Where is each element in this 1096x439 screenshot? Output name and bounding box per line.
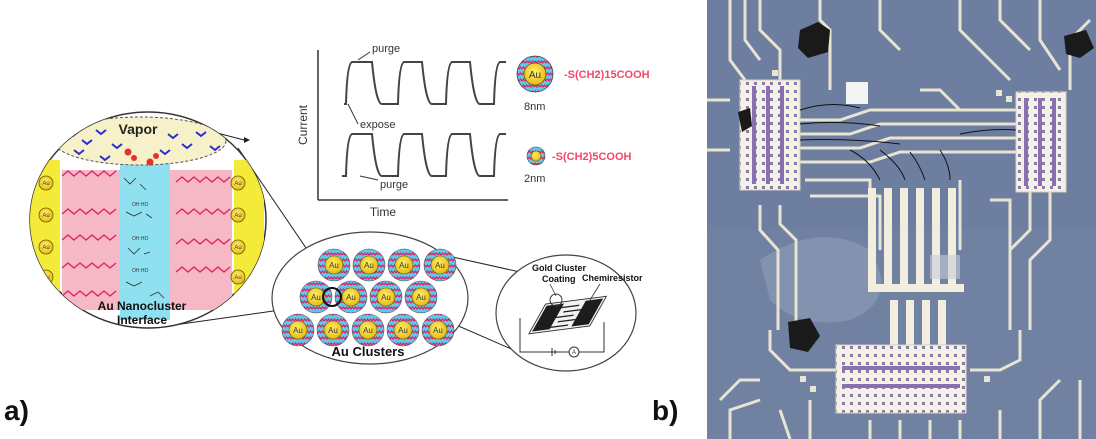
adsorbed-molecules bbox=[124, 148, 159, 166]
chip-epoxy-blobs bbox=[738, 22, 1094, 352]
gold-cluster-label-line2: Coating bbox=[542, 274, 576, 284]
svg-text:OH HO: OH HO bbox=[132, 236, 149, 242]
panel-a-label: a) bbox=[4, 395, 29, 426]
chip-pad-bottom bbox=[835, 344, 967, 414]
x-axis-label: Time bbox=[370, 205, 397, 219]
ligand-long-formula: -S(CH2)15COOH bbox=[564, 69, 650, 81]
au-cluster-core bbox=[358, 320, 378, 340]
ligand-legend-short: -S(CH2)5COOH 2nm bbox=[524, 146, 632, 185]
au-clusters-ellipse: Au Au Au Au Au Au Au Au Au Au Au Au Au Au Clusters bbox=[271, 231, 469, 365]
response-curve-bottom bbox=[342, 133, 506, 177]
au-label: Au bbox=[42, 181, 49, 187]
au-cluster-label: Au bbox=[399, 261, 409, 270]
circuit-wire bbox=[519, 318, 605, 353]
au-label: Au bbox=[234, 181, 241, 187]
ligand-chains bbox=[61, 170, 231, 297]
au-cluster-core bbox=[324, 255, 344, 275]
au-cluster-label: Au bbox=[346, 293, 356, 302]
au-cluster-core bbox=[430, 255, 450, 275]
au-label: Au bbox=[234, 275, 241, 281]
au-cluster-core bbox=[428, 320, 448, 340]
response-curve-top bbox=[344, 61, 506, 105]
au-cluster-label: Au bbox=[364, 261, 374, 270]
legend-au-label: Au bbox=[529, 70, 541, 81]
au-cluster-core bbox=[411, 287, 431, 307]
au-cluster-core bbox=[306, 287, 326, 307]
cluster-highlight-ring bbox=[322, 287, 342, 307]
chemiresistor-ellipse: A Gold Cluster Coating Chemiresistor bbox=[495, 254, 643, 372]
chip-vias bbox=[772, 70, 1012, 392]
chip-pad-left bbox=[739, 79, 801, 191]
pink-ligand-region-left bbox=[62, 170, 120, 310]
annotation-purge-bottom: purge bbox=[380, 179, 408, 191]
au-cluster-core bbox=[288, 320, 308, 340]
chip-test-square bbox=[846, 82, 868, 104]
au-label: Au bbox=[42, 213, 49, 219]
au-cluster-label: Au bbox=[293, 326, 303, 335]
vapor-molecules bbox=[67, 129, 221, 162]
au-cluster-core bbox=[359, 255, 379, 275]
au-cluster-label: Au bbox=[329, 261, 339, 270]
au-cluster-core bbox=[323, 320, 343, 340]
panel-b-label: b) bbox=[652, 395, 678, 426]
au-cluster-label: Au bbox=[416, 293, 426, 302]
au-cluster-grid: Au Au Au Au Au Au Au Au Au Au Au Au Au bbox=[281, 248, 457, 347]
au-cluster-label: Au bbox=[311, 293, 321, 302]
chip-comb-electrodes bbox=[868, 188, 964, 360]
au-label: Au bbox=[234, 245, 241, 251]
interface-label-line1: Au Nanocluster bbox=[98, 299, 187, 313]
nanocluster-interface-circle: OH HO OH HO OH HO bbox=[29, 111, 267, 329]
annotation-expose: expose bbox=[360, 119, 395, 131]
acid-headgroups bbox=[123, 177, 165, 299]
chemiresistor-label: Chemiresistor bbox=[582, 273, 643, 283]
chip-traces bbox=[707, 0, 1092, 439]
ligand-short-formula: -S(CH2)5COOH bbox=[552, 151, 632, 163]
au-label: Au bbox=[42, 245, 49, 251]
au-cluster-label: Au bbox=[381, 293, 391, 302]
au-cluster-label: Au bbox=[398, 326, 408, 335]
ammeter-symbol: A bbox=[572, 350, 576, 356]
au-cluster-label: Au bbox=[328, 326, 338, 335]
au-cluster-label: Au bbox=[363, 326, 373, 335]
au-cluster-core bbox=[393, 320, 413, 340]
ligand-legend-long: Au -S(CH2)15COOH 8nm bbox=[516, 55, 650, 113]
ammeter bbox=[568, 346, 580, 358]
y-axis-label: Current bbox=[296, 104, 310, 145]
vapor-label: Vapor bbox=[119, 121, 158, 137]
chip-micrograph bbox=[707, 0, 1096, 439]
ligand-short-size: 2nm bbox=[524, 173, 545, 185]
panel-a: OH HO OH HO OH HO bbox=[4, 43, 650, 426]
interface-label-line2: Interface bbox=[117, 313, 167, 327]
au-cluster-label: Au bbox=[433, 326, 443, 335]
svg-text:OH HO: OH HO bbox=[132, 202, 149, 208]
ligand-long-size: 8nm bbox=[524, 101, 545, 113]
annotation-purge-top: purge bbox=[372, 43, 400, 55]
response-graph: Current Time purge expose purge bbox=[296, 43, 508, 219]
chip-bond-wires bbox=[799, 104, 1017, 181]
gold-cluster-label-line1: Gold Cluster bbox=[532, 263, 587, 273]
chemiresistor-chip bbox=[528, 295, 608, 335]
cyan-hbond-region bbox=[120, 150, 170, 320]
clusters-label: Au Clusters bbox=[332, 344, 405, 359]
au-label: Au bbox=[234, 213, 241, 219]
au-cluster-label: Au bbox=[435, 261, 445, 270]
svg-text:OH HO: OH HO bbox=[132, 268, 149, 274]
au-cluster-core bbox=[376, 287, 396, 307]
au-label: Au bbox=[42, 275, 49, 281]
chip-pad-right bbox=[1015, 91, 1067, 193]
au-cluster-core bbox=[394, 255, 414, 275]
pink-ligand-region-right bbox=[170, 170, 232, 310]
